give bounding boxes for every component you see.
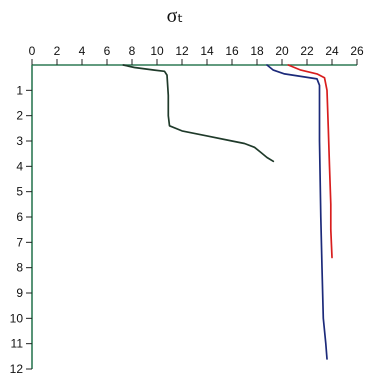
y-tick-label: 1 xyxy=(16,83,23,97)
y-tick-label: 12 xyxy=(10,362,24,376)
y-tick-label: 8 xyxy=(16,261,23,275)
x-tick-label: 4 xyxy=(79,44,86,58)
y-tick-label: 2 xyxy=(16,109,23,123)
x-tick-label: 24 xyxy=(325,44,339,58)
x-tick-label: 6 xyxy=(104,44,111,58)
y-tick-label: 3 xyxy=(16,134,23,148)
x-tick-label: 8 xyxy=(129,44,136,58)
y-tick-label: 9 xyxy=(16,286,23,300)
x-tick-label: 26 xyxy=(350,44,364,58)
x-tick-label: 22 xyxy=(300,44,314,58)
y-tick-label: 6 xyxy=(16,210,23,224)
x-tick-label: 2 xyxy=(54,44,61,58)
x-tick-label: 12 xyxy=(175,44,189,58)
y-tick-label: 11 xyxy=(11,337,24,351)
x-tick-label: 18 xyxy=(250,44,264,58)
x-tick-label: 0 xyxy=(29,44,36,58)
series-line-2 xyxy=(266,64,328,360)
series-line-3 xyxy=(287,64,333,259)
series-group xyxy=(122,64,333,360)
x-axis: 0 2 4 6 8 10 12 14 16 18 20 22 24 26 xyxy=(29,44,364,66)
y-tick-label: 7 xyxy=(16,235,23,249)
x-tick-label: 10 xyxy=(150,44,164,58)
x-tick-label: 14 xyxy=(200,44,214,58)
x-tick-label: 16 xyxy=(225,44,239,58)
x-tick-label: 20 xyxy=(275,44,289,58)
y-tick-label: 5 xyxy=(16,185,23,199)
series-line-1 xyxy=(122,64,275,163)
y-tick-label: 10 xyxy=(10,311,24,325)
chart-title: σₜ xyxy=(167,5,184,27)
y-tick-label: 4 xyxy=(16,159,23,173)
